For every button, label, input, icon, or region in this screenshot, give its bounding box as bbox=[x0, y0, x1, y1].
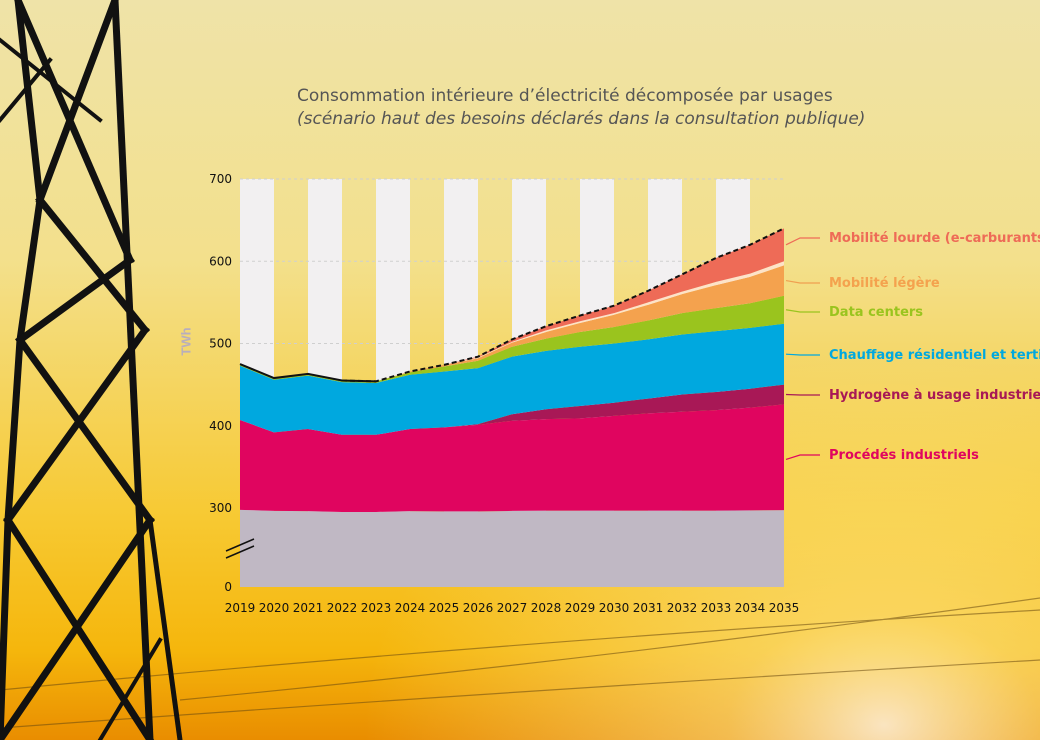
x-tick-2032: 2032 bbox=[667, 601, 698, 615]
pylon-icon bbox=[0, 0, 183, 740]
y-tick-700: 700 bbox=[209, 172, 232, 186]
legend-procedes: Procédés industriels bbox=[829, 448, 979, 463]
x-tick-2024: 2024 bbox=[395, 601, 426, 615]
axis-break-mark bbox=[225, 538, 255, 552]
x-tick-2020: 2020 bbox=[259, 601, 290, 615]
legend-lourde: Mobilité lourde (e-carburants) bbox=[829, 231, 1040, 246]
y-tick-500: 500 bbox=[209, 337, 232, 351]
chart-title: Consommation intérieure d’électricité dé… bbox=[297, 86, 833, 106]
y-tick-600: 600 bbox=[209, 254, 232, 268]
legend-data: Data centers bbox=[829, 305, 923, 320]
total-line-projection bbox=[341, 227, 785, 383]
y-tick-300: 300 bbox=[209, 501, 232, 515]
axis-break-mark bbox=[225, 545, 255, 559]
x-axis-ticks: 2019 2020 2021 2022 2023 2024 2025 2026 2027 2028… bbox=[225, 601, 800, 615]
legend-leader-procedes bbox=[785, 454, 820, 461]
area-base bbox=[240, 509, 784, 587]
legend: Procédés industriels Hydrogène à usage in… bbox=[785, 231, 1040, 463]
area-procedes bbox=[240, 404, 784, 512]
y-axis-label: TWh bbox=[178, 327, 194, 356]
area-hydrogene bbox=[240, 384, 784, 435]
legend-leader-data bbox=[785, 309, 820, 313]
chart-subtitle: (scénario haut des besoins déclarés dans… bbox=[297, 109, 866, 129]
x-tick-2022: 2022 bbox=[327, 601, 358, 615]
x-tick-2028: 2028 bbox=[531, 601, 562, 615]
x-tick-2021: 2021 bbox=[293, 601, 324, 615]
legend-leader-chauffage bbox=[785, 353, 820, 356]
x-tick-2026: 2026 bbox=[463, 601, 494, 615]
legend-leader-lourde bbox=[785, 237, 820, 246]
y-tick-0: 0 bbox=[224, 580, 232, 594]
y-tick-400: 400 bbox=[209, 419, 232, 433]
x-tick-2033: 2033 bbox=[701, 601, 732, 615]
area-series bbox=[240, 228, 784, 587]
x-tick-2025: 2025 bbox=[429, 601, 460, 615]
x-tick-2030: 2030 bbox=[599, 601, 630, 615]
y-axis: 0 300 400 500 600 700 bbox=[209, 172, 255, 594]
series-lines bbox=[239, 227, 785, 383]
x-tick-2035: 2035 bbox=[769, 601, 800, 615]
legend-leader-hydrogene bbox=[785, 393, 820, 396]
area-chauffage bbox=[240, 323, 784, 435]
legend-leader-legere bbox=[785, 279, 820, 284]
legend-legere: Mobilité légère bbox=[829, 276, 940, 291]
x-tick-2027: 2027 bbox=[497, 601, 528, 615]
x-tick-2023: 2023 bbox=[361, 601, 392, 615]
x-tick-2019: 2019 bbox=[225, 601, 256, 615]
x-tick-2029: 2029 bbox=[565, 601, 596, 615]
x-tick-2034: 2034 bbox=[735, 601, 766, 615]
legend-hydrogene: Hydrogène à usage industriel bbox=[829, 388, 1040, 403]
x-tick-2031: 2031 bbox=[633, 601, 664, 615]
legend-chauffage: Chauffage résidentiel et tertiaire bbox=[829, 348, 1040, 363]
